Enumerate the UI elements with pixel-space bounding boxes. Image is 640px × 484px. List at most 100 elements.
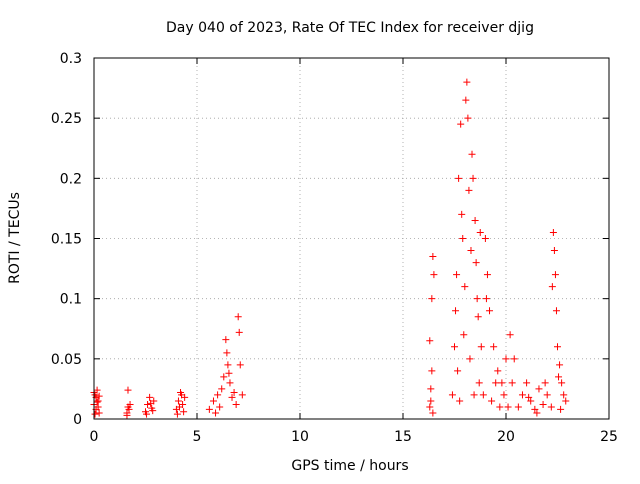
data-point [144, 401, 152, 409]
x-tick-label: 10 [291, 429, 309, 445]
data-point [236, 361, 244, 369]
data-point [502, 355, 510, 363]
data-point [486, 307, 494, 315]
y-tick-label: 0.05 [51, 352, 82, 368]
data-point [125, 405, 133, 413]
data-point [428, 367, 436, 375]
y-tick-label: 0.2 [60, 171, 82, 187]
data-point [461, 283, 469, 291]
data-point [147, 399, 155, 407]
data-point [510, 355, 518, 363]
data-point [527, 397, 535, 405]
data-point [454, 367, 462, 375]
x-axis-label: GPS time / hours [291, 458, 408, 474]
data-point [465, 186, 473, 194]
data-point [554, 343, 561, 351]
data-point [429, 409, 437, 417]
data-point [535, 385, 543, 393]
data-point [460, 331, 468, 339]
data-point [456, 397, 464, 405]
grid-lines [94, 58, 609, 419]
data-point [173, 410, 181, 418]
data-point [476, 228, 484, 236]
data-point [475, 379, 483, 387]
data-point [458, 210, 466, 218]
data-point [455, 174, 463, 182]
data-point [222, 336, 230, 344]
data-point [469, 174, 477, 182]
data-point [427, 397, 435, 405]
data-point [91, 410, 99, 418]
data-point [149, 407, 157, 415]
data-point [533, 409, 541, 417]
data-point [124, 386, 132, 394]
data-point [174, 397, 182, 405]
data-point [126, 401, 134, 409]
data-point [531, 405, 539, 413]
data-point [453, 271, 461, 279]
data-point [549, 228, 557, 236]
data-point [543, 391, 551, 399]
data-point [492, 379, 500, 387]
data-point [429, 253, 437, 261]
data-point [468, 150, 476, 158]
y-tick-label: 0.15 [51, 232, 82, 248]
data-point [216, 403, 224, 411]
data-point [175, 403, 183, 411]
data-point [238, 391, 246, 399]
data-point [94, 397, 102, 405]
data-point [518, 391, 526, 399]
data-point [471, 216, 479, 224]
data-point [224, 361, 232, 369]
data-point [234, 313, 242, 321]
x-tick-label: 5 [193, 429, 202, 445]
data-point [488, 397, 496, 405]
data-point [205, 405, 213, 413]
data-point [123, 411, 131, 419]
data-point [482, 295, 490, 303]
data-point [430, 271, 438, 279]
x-tick-label: 25 [600, 429, 618, 445]
data-point [209, 397, 217, 405]
data-point [426, 337, 434, 345]
y-axis-label: ROTI / TECUs [7, 192, 23, 284]
data-point [506, 331, 514, 339]
data-point [557, 405, 565, 413]
data-point [467, 247, 475, 255]
x-tick-label: 15 [394, 429, 412, 445]
data-point [230, 389, 238, 397]
data-point [555, 373, 563, 381]
data-point [550, 247, 558, 255]
data-point [93, 398, 101, 406]
data-point [225, 369, 233, 377]
data-point [525, 393, 533, 401]
data-point [504, 403, 512, 411]
data-point [548, 283, 556, 291]
data-point [560, 391, 568, 399]
data-point [483, 271, 491, 279]
axis-ticks [93, 57, 610, 420]
data-point [514, 403, 522, 411]
data-point [466, 355, 474, 363]
data-point [214, 391, 222, 399]
data-point [426, 403, 434, 411]
data-point [220, 373, 228, 381]
data-point [473, 295, 481, 303]
data-point [464, 114, 472, 122]
data-point [235, 328, 243, 336]
data-point [541, 379, 549, 387]
data-point [496, 403, 504, 411]
data-point [500, 391, 508, 399]
data-point [556, 361, 564, 369]
data-point [146, 393, 154, 401]
data-point [178, 391, 186, 399]
data-point [143, 410, 151, 418]
data-point [462, 96, 470, 104]
data-point [552, 307, 560, 315]
data-point [477, 343, 485, 351]
data-point [481, 235, 489, 242]
data-point [490, 343, 498, 351]
data-point [95, 409, 103, 417]
